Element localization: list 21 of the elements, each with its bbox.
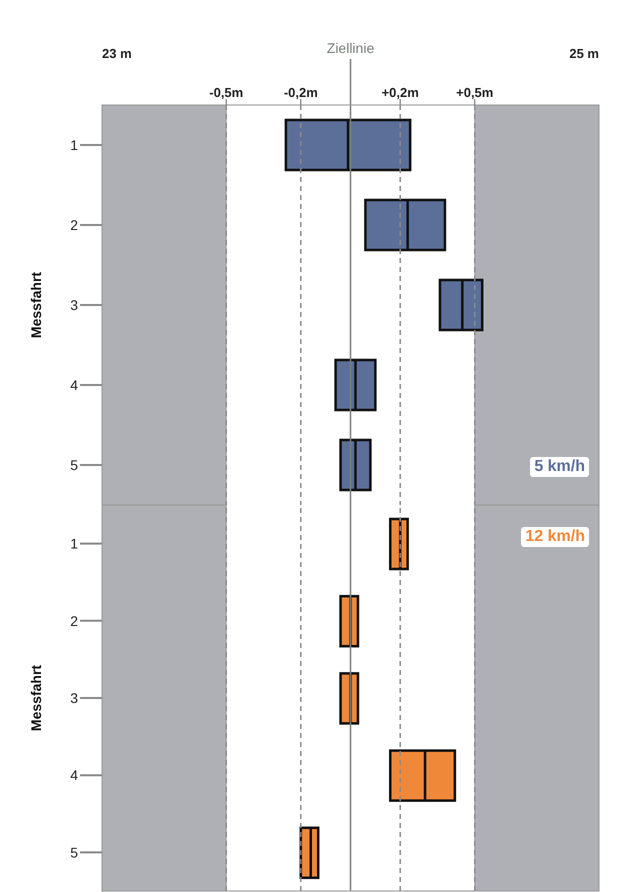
y-tick-label: 4	[70, 376, 78, 393]
x-tick-label: -0,5m	[209, 85, 244, 100]
y-tick-label: 5	[70, 844, 78, 860]
x-tick-label: -0,2m	[284, 85, 318, 100]
x-tick-label: +0,2m	[382, 85, 419, 100]
text: 12 km/h	[521, 527, 589, 547]
y-tick-label: 2	[70, 216, 78, 233]
text: 25 m	[569, 46, 599, 61]
y-tick-label: 5	[70, 456, 78, 473]
y-axis-title: Messfahrt	[28, 664, 44, 732]
y-tick-label: 1	[70, 136, 78, 153]
y-tick-label: 3	[70, 296, 78, 313]
y-tick-label: 1	[70, 536, 78, 552]
ref-line-label: Ziellinie	[326, 40, 374, 56]
text: 23 m	[102, 46, 132, 61]
y-axis-title: Messfahrt	[28, 272, 44, 338]
x-tick-label: +0,5m	[456, 85, 494, 100]
y-tick-label: 3	[70, 690, 78, 706]
text: 5 km/h	[530, 457, 589, 477]
y-tick-label: 4	[70, 767, 78, 784]
y-tick-label: 2	[70, 612, 78, 629]
